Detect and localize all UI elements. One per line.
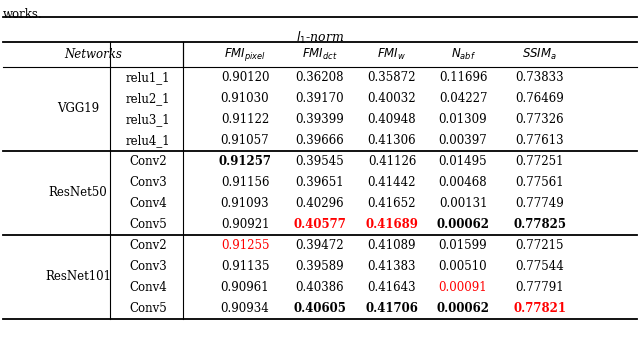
Text: 0.77544: 0.77544 — [516, 260, 564, 273]
Text: 0.91093: 0.91093 — [221, 197, 269, 210]
Text: 0.41383: 0.41383 — [368, 260, 416, 273]
Text: 0.40948: 0.40948 — [368, 113, 416, 126]
Text: 0.90961: 0.90961 — [221, 281, 269, 294]
Text: relu1_1: relu1_1 — [125, 71, 170, 84]
Text: 0.00468: 0.00468 — [438, 176, 487, 189]
Text: ResNet101: ResNet101 — [45, 271, 111, 284]
Text: 0.77326: 0.77326 — [516, 113, 564, 126]
Text: $FMI_{dct}$: $FMI_{dct}$ — [302, 47, 338, 62]
Text: Conv3: Conv3 — [129, 260, 167, 273]
Text: 0.39472: 0.39472 — [296, 239, 344, 252]
Text: 0.73833: 0.73833 — [516, 71, 564, 84]
Text: works.: works. — [3, 8, 43, 21]
Text: 0.39170: 0.39170 — [296, 92, 344, 105]
Text: 0.91156: 0.91156 — [221, 176, 269, 189]
Text: 0.40386: 0.40386 — [296, 281, 344, 294]
Text: 0.91057: 0.91057 — [221, 134, 269, 147]
Text: relu4_1: relu4_1 — [125, 134, 170, 147]
Text: 0.77215: 0.77215 — [516, 239, 564, 252]
Text: 0.90120: 0.90120 — [221, 71, 269, 84]
Text: 0.40296: 0.40296 — [296, 197, 344, 210]
Text: $FMI_{w}$: $FMI_{w}$ — [378, 47, 406, 62]
Text: 0.00131: 0.00131 — [439, 197, 487, 210]
Text: 0.39589: 0.39589 — [296, 260, 344, 273]
Text: 0.00062: 0.00062 — [436, 218, 490, 231]
Text: ResNet50: ResNet50 — [49, 187, 108, 200]
Text: $FMI_{pixel}$: $FMI_{pixel}$ — [224, 46, 266, 63]
Text: 0.11696: 0.11696 — [439, 71, 487, 84]
Text: 0.39399: 0.39399 — [296, 113, 344, 126]
Text: 0.41442: 0.41442 — [368, 176, 416, 189]
Text: $N_{abf}$: $N_{abf}$ — [451, 47, 476, 62]
Text: Conv3: Conv3 — [129, 176, 167, 189]
Text: 0.77821: 0.77821 — [513, 302, 566, 315]
Text: 0.39666: 0.39666 — [296, 134, 344, 147]
Text: 0.76469: 0.76469 — [516, 92, 564, 105]
Text: 0.41306: 0.41306 — [368, 134, 416, 147]
Text: Networks: Networks — [64, 48, 122, 61]
Text: Conv2: Conv2 — [129, 239, 167, 252]
Text: 0.77251: 0.77251 — [516, 155, 564, 168]
Text: $SSIM_{a}$: $SSIM_{a}$ — [522, 47, 557, 62]
Text: Conv5: Conv5 — [129, 218, 167, 231]
Text: 0.00510: 0.00510 — [438, 260, 487, 273]
Text: Conv5: Conv5 — [129, 302, 167, 315]
Text: 0.01309: 0.01309 — [438, 113, 487, 126]
Text: 0.91030: 0.91030 — [221, 92, 269, 105]
Text: 0.91135: 0.91135 — [221, 260, 269, 273]
Text: 0.01599: 0.01599 — [438, 239, 487, 252]
Text: 0.40605: 0.40605 — [294, 302, 346, 315]
Text: 0.41706: 0.41706 — [365, 302, 419, 315]
Text: 0.01495: 0.01495 — [438, 155, 487, 168]
Text: 0.40032: 0.40032 — [368, 92, 416, 105]
Text: 0.36208: 0.36208 — [296, 71, 344, 84]
Text: 0.77561: 0.77561 — [516, 176, 564, 189]
Text: 0.77825: 0.77825 — [513, 218, 566, 231]
Text: 0.77613: 0.77613 — [516, 134, 564, 147]
Text: relu3_1: relu3_1 — [125, 113, 170, 126]
Text: 0.41089: 0.41089 — [368, 239, 416, 252]
Text: 0.77791: 0.77791 — [516, 281, 564, 294]
Text: Conv4: Conv4 — [129, 197, 167, 210]
Text: 0.90934: 0.90934 — [221, 302, 269, 315]
Text: 0.77749: 0.77749 — [516, 197, 564, 210]
Text: 0.90921: 0.90921 — [221, 218, 269, 231]
Text: 0.39545: 0.39545 — [296, 155, 344, 168]
Text: 0.91255: 0.91255 — [221, 239, 269, 252]
Text: VGG19: VGG19 — [57, 102, 99, 116]
Text: $l_1$-norm: $l_1$-norm — [296, 30, 344, 46]
Text: Conv4: Conv4 — [129, 281, 167, 294]
Text: relu2_1: relu2_1 — [125, 92, 170, 105]
Text: 0.04227: 0.04227 — [439, 92, 487, 105]
Text: 0.91257: 0.91257 — [218, 155, 271, 168]
Text: 0.40577: 0.40577 — [294, 218, 346, 231]
Text: 0.41652: 0.41652 — [368, 197, 416, 210]
Text: 0.41689: 0.41689 — [365, 218, 419, 231]
Text: 0.35872: 0.35872 — [368, 71, 416, 84]
Text: 0.00091: 0.00091 — [438, 281, 487, 294]
Text: Conv2: Conv2 — [129, 155, 167, 168]
Text: 0.41643: 0.41643 — [368, 281, 416, 294]
Text: 0.91122: 0.91122 — [221, 113, 269, 126]
Text: 0.00397: 0.00397 — [438, 134, 488, 147]
Text: 0.41126: 0.41126 — [368, 155, 416, 168]
Text: 0.00062: 0.00062 — [436, 302, 490, 315]
Text: 0.39651: 0.39651 — [296, 176, 344, 189]
